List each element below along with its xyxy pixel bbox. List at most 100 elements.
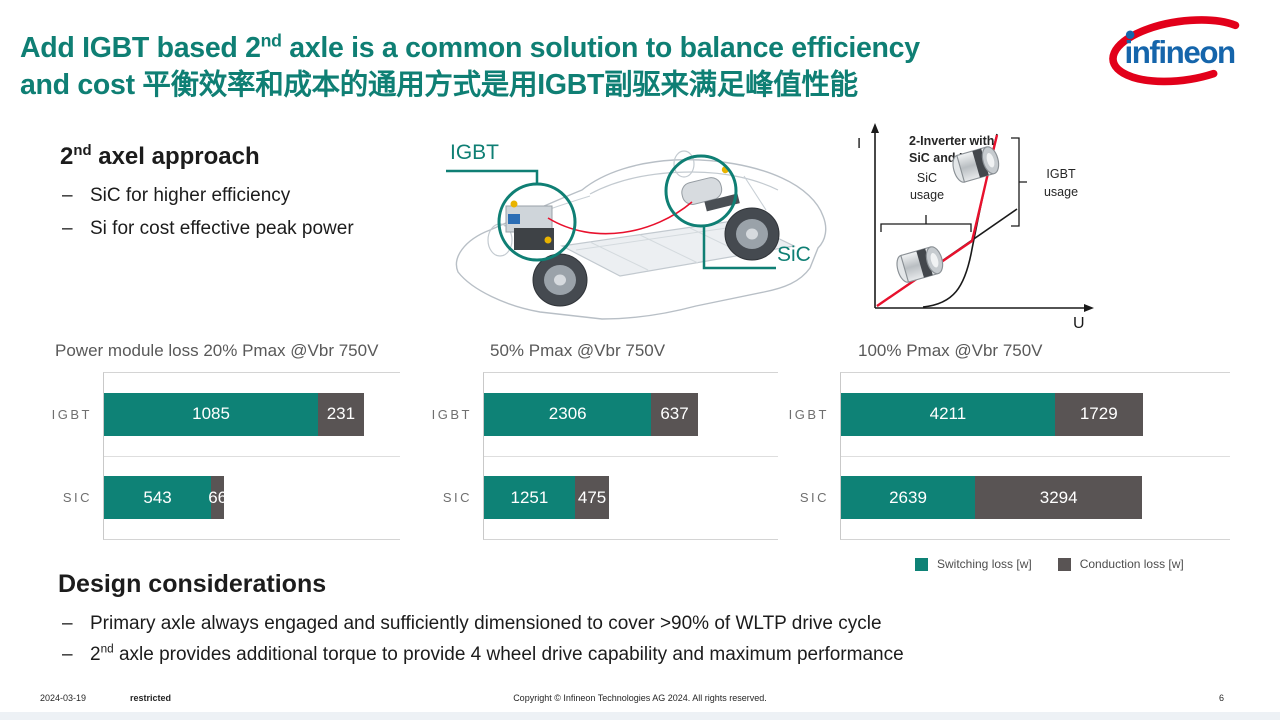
conduction-loss-swatch-icon [1057, 557, 1071, 571]
bullet-text-pre: Primary axle always engaged and sufficie… [90, 613, 882, 634]
wheel-front [532, 253, 588, 307]
section-heading-design: Design considerations [58, 570, 327, 598]
conduction-loss-segment: 637 [651, 392, 698, 436]
switching-loss-segment: 1085 [104, 392, 319, 436]
legend-label: Conduction loss [w] [1079, 557, 1184, 571]
chart-row: IGBT 2306 637 [432, 373, 778, 456]
chart-row: SIC 543 66 [63, 455, 400, 540]
car-illustration: IGBT SiC [446, 141, 827, 320]
category-label: SIC [442, 490, 472, 506]
footer-classification: restricted [130, 693, 172, 703]
title-superscript: nd [260, 30, 282, 51]
logo-swoosh-icon [1109, 16, 1240, 86]
list-item: – SiC for higher efficiency [62, 185, 354, 218]
conduction-loss-segment: 3294 [975, 476, 1143, 520]
bar-chart-100pct-pmax: 100% Pmax @Vbr 750V IGBT 4211 1729 SIC 2639 3… [789, 341, 1230, 540]
switching-loss-segment: 543 [104, 476, 212, 520]
category-label: IGBT [51, 406, 92, 422]
chart-title: 50% Pmax @Vbr 750V [490, 341, 666, 360]
title-line1-pre: Add IGBT based 2 [20, 32, 261, 64]
wheel-far-rear [673, 150, 695, 178]
title-line2: and cost 平衡效率和成本的通用方式是用IGBT副驱来满足峰值性能 [20, 69, 858, 101]
power-module-image [893, 244, 947, 285]
sic-leader-line [702, 227, 776, 270]
bottom-band [0, 712, 1280, 720]
conduction-loss-segment: 66 [208, 476, 227, 520]
chart-plot: IGBT 4211 1729 SIC 2639 3294 [789, 372, 1230, 540]
footer-copyright: Copyright © Infineon Technologies AG 202… [513, 693, 767, 703]
conduction-loss-segment: 475 [574, 476, 610, 520]
design-bullets: – Primary axle always engaged and suffic… [62, 613, 904, 675]
bullet-text-sup: nd [100, 642, 114, 656]
front-inverter-cluster [505, 200, 554, 250]
chart-row: SIC 2639 3294 [800, 455, 1230, 540]
approach-heading-post: axel approach [91, 143, 260, 170]
sic-usage-bracket [880, 215, 972, 232]
sic-usage-label2: usage [910, 188, 944, 202]
approach-heading-sup: nd [73, 143, 92, 159]
bullet-marker: – [62, 218, 73, 239]
iu-title-line1: 2-Inverter with [909, 134, 994, 148]
bar-chart-50pct-pmax: 50% Pmax @Vbr 750V IGBT 2306 637 SIC 1251 475 [432, 341, 778, 540]
bullet-text-pre: 2 [90, 644, 101, 665]
stacked-bar: 2639 3294 [841, 476, 1230, 520]
page-title: Add IGBT based 2nd axle is a common solu… [20, 30, 1076, 104]
legend-item-conduction: Conduction loss [w] [1057, 557, 1184, 571]
igbt-highlight-circle [497, 182, 577, 262]
switching-loss-segment: 1251 [484, 476, 575, 520]
hv-cable [547, 201, 693, 235]
bullet-text: Si for cost effective peak power [90, 218, 354, 239]
bullet-text-post: axle provides additional torque to provi… [113, 644, 904, 665]
chart-title: 100% Pmax @Vbr 750V [858, 341, 1043, 360]
section-heading-approach: 2nd axel approach [60, 143, 260, 171]
list-item: – Si for cost effective peak power [62, 218, 354, 251]
title-line1-post: axle is a common solution to balance eff… [281, 32, 920, 64]
chart-plot: IGBT 2306 637 SIC 1251 475 [432, 372, 778, 540]
bullet-text: SiC for higher efficiency [90, 185, 291, 206]
approach-heading-pre: 2 [60, 143, 74, 170]
iu-usage-chart: I U 2-Inverter with SiC and IGBT SiC usa… [857, 123, 1094, 332]
y-axis-arrow-icon [871, 123, 879, 133]
igbt-label: IGBT [450, 141, 499, 164]
sic-usage-label1: SiC [917, 171, 937, 185]
logo-text: infineon [1124, 35, 1235, 70]
operating-line-red [876, 134, 999, 307]
bullet-marker: – [62, 613, 73, 634]
switching-loss-segment: 2639 [841, 476, 976, 520]
footer-date: 2024-03-19 [40, 693, 87, 703]
igbt-usage-bracket [1011, 137, 1027, 227]
stacked-bar: 4211 1729 [841, 392, 1230, 436]
bar-chart-20pct-pmax: Power module loss 20% Pmax @Vbr 750V IGB… [52, 341, 400, 540]
sic-label: SiC [777, 243, 811, 266]
approach-bullets: – SiC for higher efficiency – Si for cos… [62, 185, 354, 251]
stacked-bar: 1251 475 [484, 476, 778, 520]
category-label: SIC [799, 490, 829, 506]
conduction-loss-segment: 1729 [1054, 392, 1143, 436]
category-label: IGBT [788, 406, 829, 422]
rear-motor-cluster [681, 166, 740, 212]
chart-title: Power module loss 20% Pmax @Vbr 750V [55, 341, 379, 360]
bullet-text: 2nd axle provides additional torque to p… [90, 642, 904, 666]
list-item: – 2nd axle provides additional torque to… [62, 642, 904, 675]
list-item: – Primary axle always engaged and suffic… [62, 613, 904, 644]
y-axis-label: I [857, 135, 861, 152]
stacked-bar: 543 66 [104, 476, 400, 520]
x-axis-label: U [1073, 315, 1085, 332]
igbt-leader-line [446, 169, 539, 183]
switching-loss-swatch-icon [915, 557, 928, 571]
chart-plot: IGBT 1085 231 SIC 543 66 [52, 372, 400, 540]
chart-row: IGBT 4211 1729 [789, 373, 1230, 456]
logo-dot [1125, 30, 1135, 40]
category-label: IGBT [431, 406, 472, 422]
conduction-loss-segment: 231 [318, 392, 364, 436]
chart-row: IGBT 1085 231 [52, 373, 400, 456]
chart-row: SIC 1251 475 [443, 455, 778, 540]
stacked-bar: 1085 231 [104, 392, 400, 436]
chart-legend: Switching loss [w] Conduction loss [w] [915, 557, 1184, 571]
infineon-logo: infineon [1109, 16, 1240, 86]
x-axis-arrow-icon [1084, 304, 1094, 312]
sic-highlight-circle [664, 154, 738, 228]
bullet-marker: – [62, 185, 73, 206]
category-label: SIC [62, 490, 92, 506]
